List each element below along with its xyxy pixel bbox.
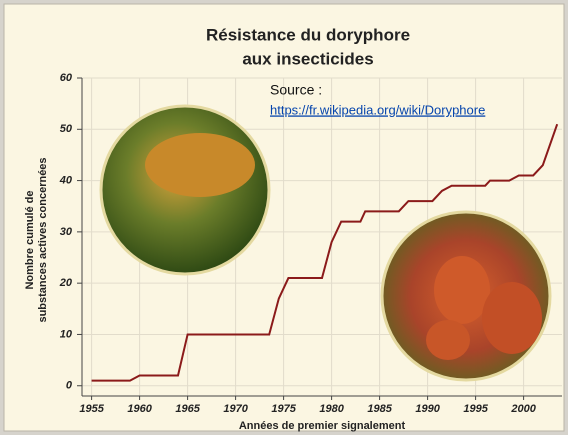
x-tick-label: 2000: [510, 403, 536, 415]
x-tick-label: 1970: [223, 403, 248, 415]
chart-title: aux insecticides: [242, 49, 373, 68]
y-tick-label: 50: [60, 123, 73, 135]
x-tick-label: 1965: [175, 403, 200, 415]
larva: [482, 282, 542, 354]
larva: [426, 320, 470, 360]
y-axis-label: substances actives concernées: [37, 157, 49, 322]
x-tick-label: 1995: [463, 403, 488, 415]
x-axis-label: Années de premier signalement: [239, 420, 406, 432]
x-tick-label: 1990: [415, 403, 440, 415]
data-line: [91, 123, 559, 382]
beetle-body: [145, 133, 255, 197]
y-tick-label: 60: [60, 72, 73, 84]
x-tick-label: 1960: [127, 403, 152, 415]
x-tick-label: 1980: [319, 403, 344, 415]
source-label: Source :: [270, 82, 322, 98]
x-tick-label: 1955: [79, 403, 104, 415]
y-axis-label: Nombre cumulé de: [24, 190, 36, 289]
x-tick-label: 1975: [271, 403, 296, 415]
y-tick-label: 40: [59, 174, 73, 186]
x-tick-label: 1985: [367, 403, 392, 415]
source-link[interactable]: https://fr.wikipedia.org/wiki/Doryphore: [270, 102, 485, 117]
larva: [434, 256, 490, 324]
y-tick-label: 0: [66, 380, 73, 392]
y-tick-label: 10: [60, 328, 73, 340]
chart-title: Résistance du doryphore: [206, 25, 410, 44]
y-tick-label: 20: [59, 277, 73, 289]
y-tick-label: 30: [60, 226, 73, 238]
